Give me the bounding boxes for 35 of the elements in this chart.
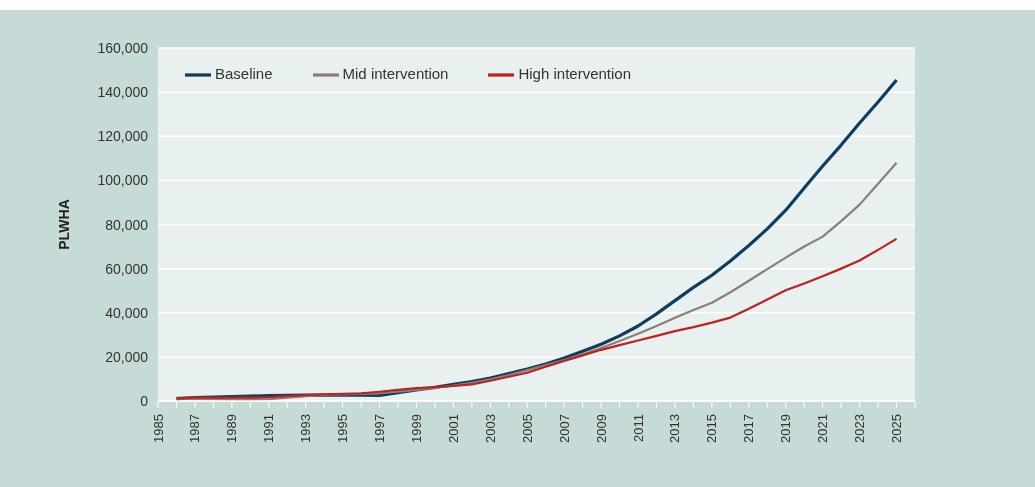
legend-label: Mid intervention — [342, 64, 449, 82]
x-tick-label: 2021 — [815, 414, 831, 443]
y-tick-label: 80,000 — [105, 216, 149, 233]
x-tick-label: 2023 — [852, 414, 868, 443]
x-tick-label: 2001 — [445, 414, 461, 443]
x-tick-label: 2005 — [519, 414, 535, 443]
x-tick-label: 2011 — [630, 414, 646, 442]
y-tick-label: 0 — [140, 393, 149, 409]
y-tick-label: 140,000 — [97, 84, 149, 101]
x-tick-label: 2017 — [741, 414, 757, 443]
y-tick-label: 40,000 — [105, 304, 149, 321]
y-tick-label: 100,000 — [97, 172, 149, 189]
x-tick-label: 2019 — [778, 414, 794, 443]
y-axis-title: PLWHA — [56, 199, 72, 250]
x-tick-label: 1995 — [335, 414, 351, 443]
x-tick-label: 2013 — [667, 414, 683, 443]
x-tick-label: 1991 — [261, 414, 277, 443]
x-tick-label: 1999 — [408, 414, 424, 443]
y-tick-label: 60,000 — [105, 260, 149, 277]
line-series — [175, 237, 898, 400]
x-tick-label: 2003 — [482, 414, 498, 443]
legend-label: Baseline — [215, 64, 273, 82]
x-tick-label: 2009 — [593, 414, 609, 443]
x-tick-label: 1997 — [372, 414, 388, 443]
x-tick-label: 1993 — [298, 414, 314, 443]
y-tick-label: 160,000 — [97, 40, 149, 56]
x-tick-label: 2015 — [704, 414, 720, 443]
x-tick-label: 1989 — [224, 414, 240, 443]
x-tick-label: 1987 — [187, 414, 203, 443]
x-tick-label: 2025 — [889, 414, 905, 443]
x-tick-label: 1985 — [150, 414, 166, 443]
y-tick-label: 20,000 — [105, 348, 149, 365]
legend-label: High intervention — [518, 64, 632, 82]
y-tick-label: 120,000 — [97, 128, 149, 145]
x-tick-label: 2007 — [556, 414, 572, 443]
